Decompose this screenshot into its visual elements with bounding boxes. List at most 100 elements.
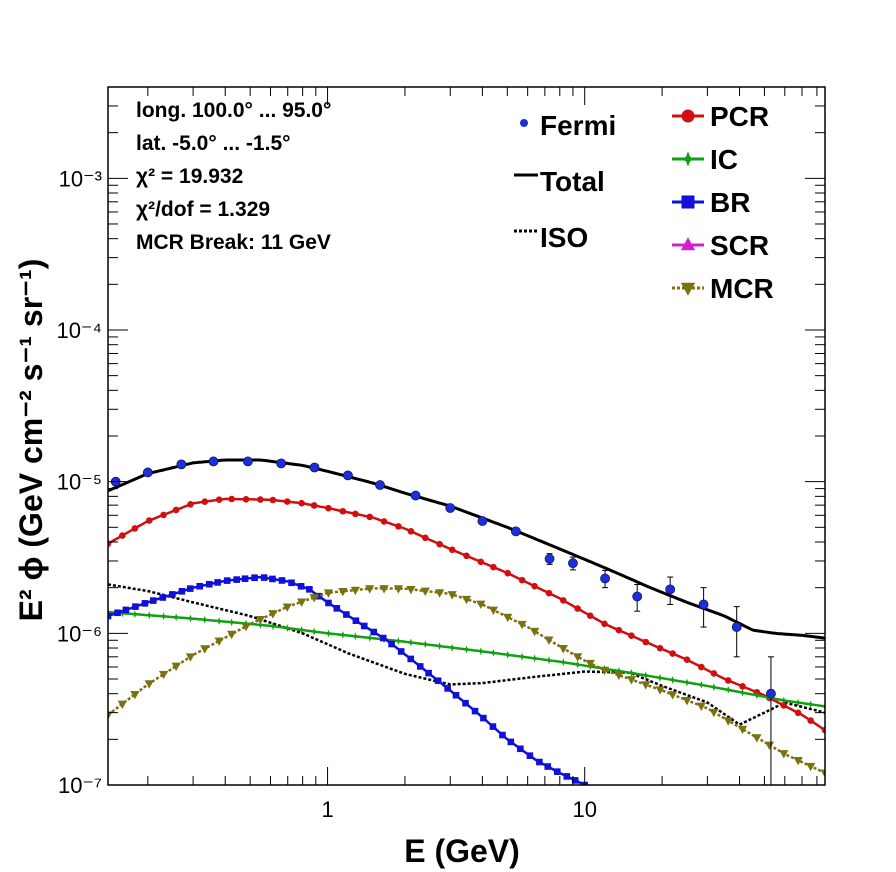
legend-pcr-marker [681,109,695,123]
mcr-marker [668,691,678,700]
fermi-point [544,553,555,564]
mcr-marker [296,598,307,607]
br-marker [196,582,204,590]
pcr-marker [339,507,347,515]
pcr-marker [669,650,676,657]
pcr-marker [545,589,553,597]
mcr-marker [737,725,748,735]
pcr-marker [242,495,250,503]
pcr-marker [380,518,388,525]
fermi-point [445,503,456,513]
info-line: χ² = 19.932 [136,165,243,188]
br-marker [571,777,579,784]
pcr-marker [559,597,567,604]
br-marker [186,585,194,592]
ic-marker [573,660,582,669]
br-marker [517,745,524,753]
fermi-point [665,584,676,595]
legend: Fermi Total ISO PCR IC BR SCR MCR [514,101,774,304]
br-marker [306,586,313,593]
y-axis-title: E² ϕ (GeV cm⁻² s⁻¹ sr⁻¹) [13,259,49,622]
br-marker [141,600,149,607]
ic-marker [130,610,139,619]
mcr-marker [820,769,825,779]
br-marker [278,577,286,584]
pcr-marker [574,605,581,612]
x-tick-label: 1 [321,797,333,822]
br-marker [325,599,332,607]
fermi-data-points [110,456,776,785]
fermi-point [410,490,421,501]
y-tick-label: 10⁻⁵ [57,470,102,495]
mcr-marker [779,750,789,759]
pcr-marker [586,612,594,619]
mcr-marker [614,671,624,681]
mcr-marker [420,587,430,597]
mcr-marker [476,600,486,609]
br-marker [178,588,186,595]
mcr-marker [599,666,610,676]
fermi-point [309,462,320,473]
mcr-marker [529,627,540,637]
legend-fermi-label: Fermi [540,110,616,141]
br-marker [205,580,213,588]
mcr-marker [350,586,360,596]
axes: 1 10 10⁻⁷ 10⁻⁶ 10⁻⁵ 10⁻⁴ 10⁻³ [56,86,825,822]
mcr-marker [214,637,224,646]
pcr-marker [187,501,194,508]
legend-total-label: Total [540,166,605,197]
mcr-marker [806,762,816,772]
br-marker [536,758,543,766]
br-marker [149,597,157,604]
br-marker [114,609,121,617]
legend-br-marker [681,195,695,209]
info-line: χ²/dof = 1.329 [136,198,270,221]
ic-marker [683,678,691,687]
ic-marker [227,618,236,627]
model-curves [108,458,825,785]
ic-marker [821,702,825,711]
br-marker [388,640,395,648]
mcr-marker [573,653,583,662]
br-marker [489,723,497,730]
ic-marker [394,637,403,645]
ic-marker [172,613,181,622]
pcr-marker [448,546,456,554]
pcr-marker [352,510,359,518]
ic-marker [310,627,319,636]
mcr-marker [641,681,651,690]
pcr-marker [518,576,526,584]
legend-scr-label: SCR [710,230,769,261]
mcr-marker [406,585,416,595]
br-marker [223,577,231,584]
br-marker [260,574,268,581]
ic-marker [215,617,224,625]
br-marker [269,575,276,583]
pcr-marker [683,656,691,663]
ic-marker [186,614,195,623]
pcr-marker [228,495,235,503]
ic-marker [559,658,568,667]
mcr-marker [696,702,706,712]
mcr-marker [255,616,265,625]
br-marker [480,714,487,722]
mcr-marker [130,690,140,700]
mcr-marker [365,585,375,594]
ic-marker [503,650,512,659]
br-marker [462,699,469,707]
br-marker [233,576,241,583]
fermi-point [731,622,742,632]
ic-marker [545,656,553,665]
fermi-point [176,459,187,470]
pcr-marker [283,498,291,505]
pcr-marker [160,511,167,519]
fermi-point [568,558,578,569]
mcr-marker [323,589,334,598]
pcr-marker [310,502,318,509]
br-marker [241,575,249,583]
info-box: long. 100.0° ... 95.0° lat. -5.0° ... -1.… [136,99,331,254]
pcr-marker [601,620,608,628]
mcr-marker [709,708,719,718]
mcr-marker [793,756,803,766]
